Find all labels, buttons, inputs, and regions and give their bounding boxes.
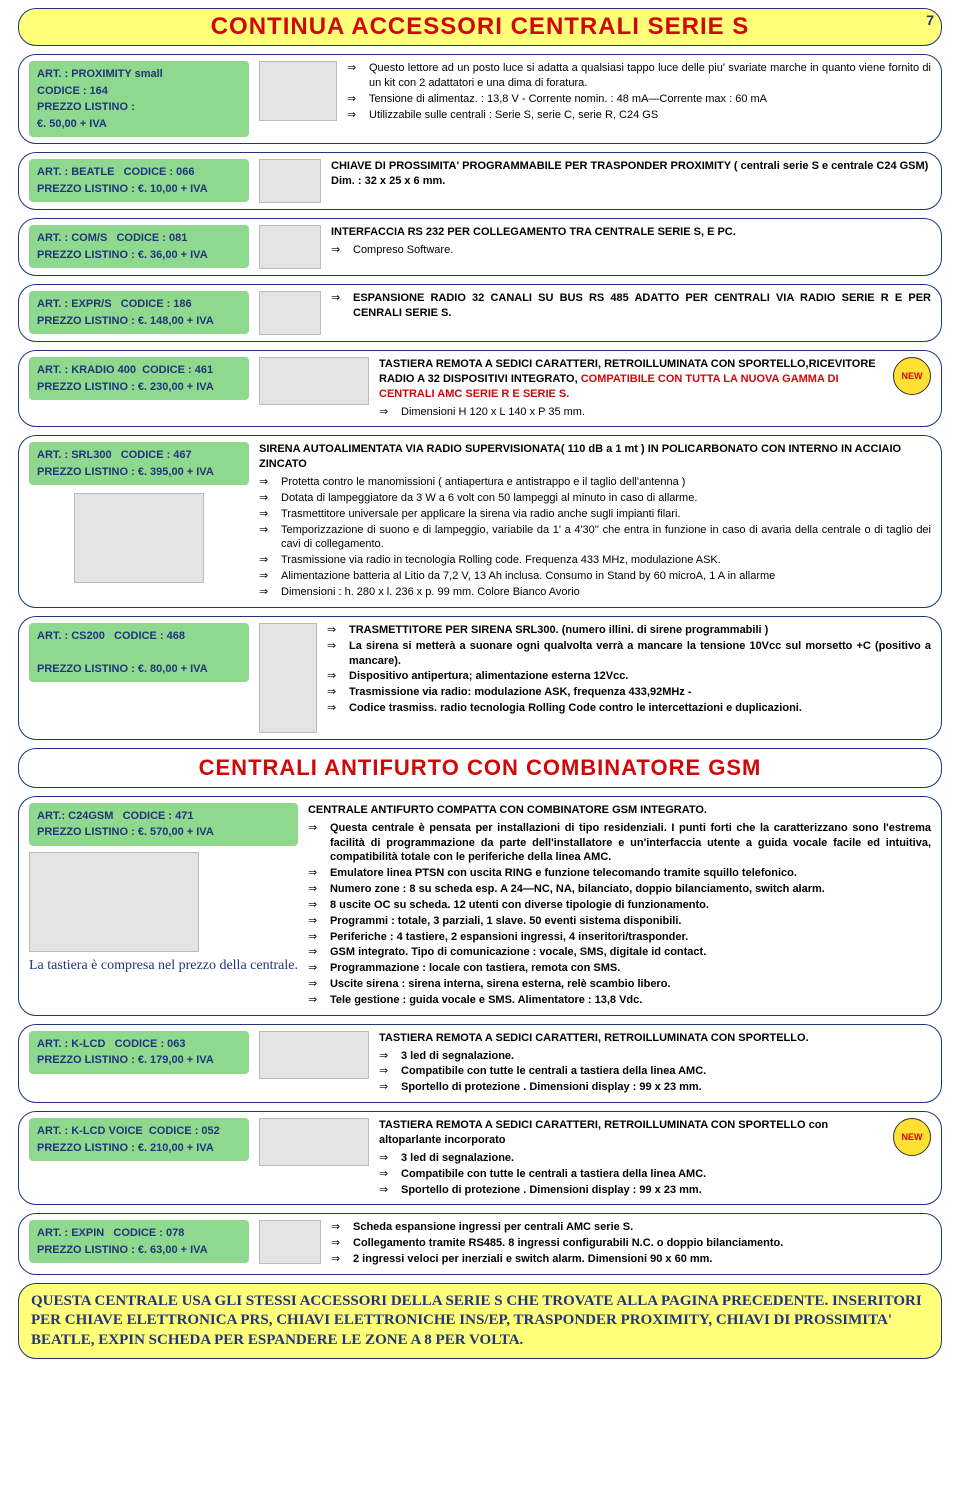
page-number: 7 <box>926 12 934 28</box>
expin-info: ART. : EXPIN CODICE : 078 PREZZO LISTINO… <box>29 1220 249 1263</box>
item-proximity: ART. : PROXIMITY small CODICE : 164 PREZ… <box>18 54 942 144</box>
c24gsm-desc: CENTRALE ANTIFURTO COMPATTA CON COMBINAT… <box>308 803 931 1009</box>
exprs-image <box>259 291 321 335</box>
item-exprs: ART. : EXPR/S CODICE : 186 PREZZO LISTIN… <box>18 284 942 342</box>
srl-desc: SIRENA AUTOALIMENTATA VIA RADIO SUPERVIS… <box>259 442 931 600</box>
item-cs200: ART. : CS200 CODICE : 468 PREZZO LISTINO… <box>18 616 942 740</box>
proximity-desc: Questo lettore ad un posto luce si adatt… <box>347 61 931 123</box>
klcd-info: ART. : K-LCD CODICE : 063 PREZZO LISTINO… <box>29 1031 249 1074</box>
item-coms: ART. : COM/S CODICE : 081 PREZZO LISTINO… <box>18 218 942 276</box>
new-badge: NEW <box>893 1118 931 1156</box>
item-klcd: ART. : K-LCD CODICE : 063 PREZZO LISTINO… <box>18 1024 942 1103</box>
header-gsm-title: CENTRALI ANTIFURTO CON COMBINATORE GSM <box>25 755 935 781</box>
item-expin: ART. : EXPIN CODICE : 078 PREZZO LISTINO… <box>18 1213 942 1275</box>
header-top-title: CONTINUA ACCESSORI CENTRALI SERIE S <box>23 13 937 41</box>
klcdv-image <box>259 1118 369 1166</box>
beatle-info: ART. : BEATLE CODICE : 066 PREZZO LISTIN… <box>29 159 249 202</box>
proximity-info: ART. : PROXIMITY small CODICE : 164 PREZ… <box>29 61 249 137</box>
expin-desc: Scheda espansione ingressi per centrali … <box>331 1220 931 1268</box>
item-srl300: ART. : SRL300 CODICE : 467 PREZZO LISTIN… <box>18 435 942 607</box>
klcd-desc: TASTIERA REMOTA A SEDICI CARATTERI, RETR… <box>379 1031 931 1096</box>
coms-desc: INTERFACCIA RS 232 PER COLLEGAMENTO TRA … <box>331 225 931 259</box>
beatle-desc: CHIAVE DI PROSSIMITA' PROGRAMMABILE PER … <box>331 159 931 192</box>
item-kradio: ART. : KRADIO 400 CODICE : 461 PREZZO LI… <box>18 350 942 427</box>
expin-image <box>259 1220 321 1264</box>
beatle-image <box>259 159 321 203</box>
kradio-desc: TASTIERA REMOTA A SEDICI CARATTERI, RETR… <box>379 357 883 420</box>
srl-image <box>74 493 204 583</box>
item-c24gsm: ART.: C24GSM CODICE : 471 PREZZO LISTINO… <box>18 796 942 1016</box>
klcd-image <box>259 1031 369 1079</box>
coms-info: ART. : COM/S CODICE : 081 PREZZO LISTINO… <box>29 225 249 268</box>
cs200-image <box>259 623 317 733</box>
header-top: CONTINUA ACCESSORI CENTRALI SERIE S <box>18 8 942 46</box>
proximity-image <box>259 61 337 121</box>
c24gsm-image <box>29 852 199 952</box>
kradio-info: ART. : KRADIO 400 CODICE : 461 PREZZO LI… <box>29 357 249 400</box>
footer-note: QUESTA CENTRALE USA GLI STESSI ACCESSORI… <box>18 1283 942 1360</box>
new-badge: NEW <box>893 357 931 395</box>
item-beatle: ART. : BEATLE CODICE : 066 PREZZO LISTIN… <box>18 152 942 210</box>
cs200-info: ART. : CS200 CODICE : 468 PREZZO LISTINO… <box>29 623 249 683</box>
cs200-desc: TRASMETTITORE PER SIRENA SRL300. (numero… <box>327 623 931 717</box>
item-klcd-voice: ART. : K-LCD VOICE CODICE : 052 PREZZO L… <box>18 1111 942 1205</box>
klcdv-info: ART. : K-LCD VOICE CODICE : 052 PREZZO L… <box>29 1118 249 1161</box>
srl-info: ART. : SRL300 CODICE : 467 PREZZO LISTIN… <box>29 442 249 485</box>
c24gsm-info: ART.: C24GSM CODICE : 471 PREZZO LISTINO… <box>29 803 298 846</box>
header-gsm: CENTRALI ANTIFURTO CON COMBINATORE GSM <box>18 748 942 788</box>
exprs-info: ART. : EXPR/S CODICE : 186 PREZZO LISTIN… <box>29 291 249 334</box>
c24gsm-note: La tastiera è compresa nel prezzo della … <box>29 958 298 974</box>
kradio-image <box>259 357 369 405</box>
coms-image <box>259 225 321 269</box>
klcdv-desc: TASTIERA REMOTA A SEDICI CARATTERI, RETR… <box>379 1118 883 1198</box>
exprs-desc: ESPANSIONE RADIO 32 CANALI SU BUS RS 485… <box>331 291 931 322</box>
